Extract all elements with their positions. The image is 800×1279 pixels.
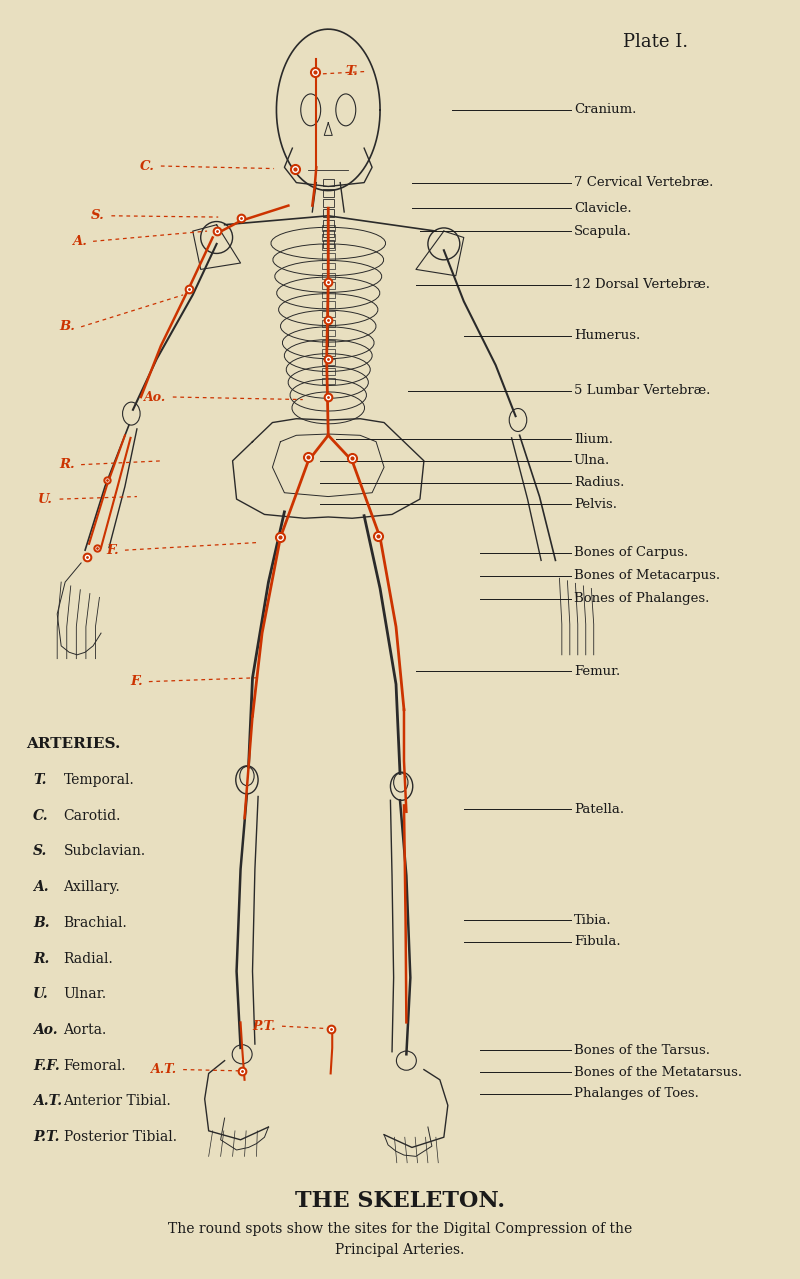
Text: R.: R. xyxy=(34,952,50,966)
Text: A.T.: A.T. xyxy=(34,1095,62,1109)
Bar xyxy=(322,179,334,187)
Text: Femur.: Femur. xyxy=(574,665,620,678)
Bar xyxy=(322,377,334,384)
Text: R.: R. xyxy=(59,458,74,471)
Text: Aorta.: Aorta. xyxy=(63,1023,107,1037)
Text: Anterior Tibial.: Anterior Tibial. xyxy=(63,1095,171,1109)
Text: THE SKELETON.: THE SKELETON. xyxy=(295,1189,505,1212)
Text: Phalanges of Toes.: Phalanges of Toes. xyxy=(574,1087,698,1100)
Text: A.: A. xyxy=(34,880,49,894)
Bar xyxy=(322,244,334,251)
Text: F.F.: F.F. xyxy=(34,1059,60,1073)
Text: 5 Lumbar Vertebræ.: 5 Lumbar Vertebræ. xyxy=(574,384,710,398)
Text: P.T.: P.T. xyxy=(34,1131,60,1145)
Text: Brachial.: Brachial. xyxy=(63,916,127,930)
Text: Plate I.: Plate I. xyxy=(622,33,688,51)
Text: Scapula.: Scapula. xyxy=(574,225,632,238)
Text: F.: F. xyxy=(106,544,118,556)
Bar xyxy=(322,302,334,308)
Text: A.T.: A.T. xyxy=(150,1063,177,1076)
Bar xyxy=(322,240,334,248)
Text: Ao.: Ao. xyxy=(34,1023,58,1037)
Text: Bones of the Tarsus.: Bones of the Tarsus. xyxy=(574,1044,710,1056)
Text: F.: F. xyxy=(130,675,142,688)
Text: S.: S. xyxy=(34,844,48,858)
Text: B.: B. xyxy=(34,916,50,930)
Text: Radius.: Radius. xyxy=(574,476,624,489)
Text: Bones of the Metatarsus.: Bones of the Metatarsus. xyxy=(574,1065,742,1078)
Text: 12 Dorsal Vertebræ.: 12 Dorsal Vertebræ. xyxy=(574,279,710,292)
Bar xyxy=(322,200,334,207)
Bar xyxy=(322,311,334,317)
Bar xyxy=(322,272,334,279)
Text: Carotid.: Carotid. xyxy=(63,808,121,822)
Text: Posterior Tibial.: Posterior Tibial. xyxy=(63,1131,177,1145)
Bar xyxy=(322,358,334,365)
Text: ARTERIES.: ARTERIES. xyxy=(26,737,120,751)
Text: U.: U. xyxy=(34,987,49,1001)
Text: Pelvis.: Pelvis. xyxy=(574,498,617,510)
Bar xyxy=(322,263,334,270)
Bar xyxy=(322,283,334,289)
Text: C.: C. xyxy=(139,160,154,173)
Text: Ulna.: Ulna. xyxy=(574,454,610,467)
Text: A.: A. xyxy=(72,235,86,248)
Text: Axillary.: Axillary. xyxy=(63,880,120,894)
Bar xyxy=(322,230,334,238)
Text: Bones of Carpus.: Bones of Carpus. xyxy=(574,546,688,559)
Text: Ao.: Ao. xyxy=(144,390,166,403)
Text: Tibia.: Tibia. xyxy=(574,913,611,927)
Text: Ilium.: Ilium. xyxy=(574,432,613,445)
Text: Principal Arteries.: Principal Arteries. xyxy=(335,1242,465,1256)
Text: C.: C. xyxy=(34,808,49,822)
Text: Radial.: Radial. xyxy=(63,952,114,966)
Text: Bones of Phalanges.: Bones of Phalanges. xyxy=(574,592,709,605)
Text: Patella.: Patella. xyxy=(574,803,624,816)
Bar xyxy=(322,189,334,197)
Text: Temporal.: Temporal. xyxy=(63,773,134,787)
Bar xyxy=(322,368,334,375)
Bar xyxy=(322,225,334,231)
Text: T.: T. xyxy=(345,65,358,78)
Text: B.: B. xyxy=(59,320,74,334)
Bar xyxy=(322,253,334,260)
Text: U.: U. xyxy=(38,492,54,505)
Bar xyxy=(322,292,334,298)
Bar xyxy=(322,210,334,217)
Text: 7 Cervical Vertebræ.: 7 Cervical Vertebræ. xyxy=(574,177,713,189)
Text: Cranium.: Cranium. xyxy=(574,104,636,116)
Text: S.: S. xyxy=(91,210,105,223)
Bar xyxy=(322,349,334,356)
Text: Bones of Metacarpus.: Bones of Metacarpus. xyxy=(574,569,720,582)
Text: Subclavian.: Subclavian. xyxy=(63,844,146,858)
Text: The round spots show the sites for the Digital Compression of the: The round spots show the sites for the D… xyxy=(168,1223,632,1236)
Text: T.: T. xyxy=(34,773,46,787)
Text: Humerus.: Humerus. xyxy=(574,329,640,343)
Text: Ulnar.: Ulnar. xyxy=(63,987,106,1001)
Text: Clavicle.: Clavicle. xyxy=(574,202,631,215)
Bar xyxy=(322,220,334,228)
Text: Fibula.: Fibula. xyxy=(574,935,621,949)
Bar xyxy=(322,321,334,327)
Text: P.T.: P.T. xyxy=(252,1019,276,1032)
Text: Femoral.: Femoral. xyxy=(63,1059,126,1073)
Bar xyxy=(322,234,334,240)
Bar xyxy=(322,330,334,336)
Bar xyxy=(322,340,334,345)
